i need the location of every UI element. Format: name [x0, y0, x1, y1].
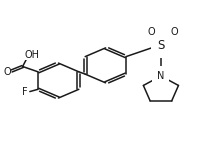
Text: S: S	[156, 39, 164, 52]
Text: O: O	[3, 67, 11, 77]
Text: OH: OH	[25, 50, 40, 60]
Text: N: N	[156, 71, 164, 81]
Text: O: O	[147, 27, 155, 37]
Text: F: F	[22, 87, 28, 97]
Text: O: O	[170, 27, 177, 37]
